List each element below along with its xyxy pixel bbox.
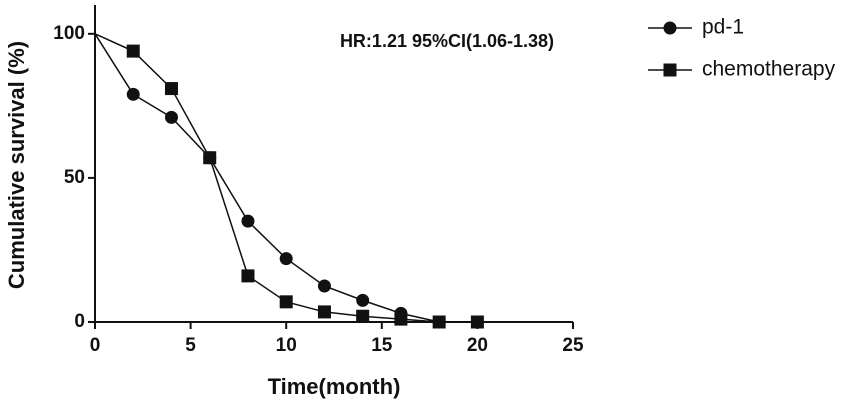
legend-label: chemotherapy <box>702 58 836 81</box>
series-line <box>94 33 440 323</box>
data-point <box>126 87 140 101</box>
x-tick-label: 20 <box>467 335 488 356</box>
data-point <box>241 214 255 228</box>
data-point <box>279 295 293 309</box>
legend-marker <box>663 63 677 77</box>
data-point <box>317 305 331 319</box>
data-point <box>317 279 331 293</box>
data-point <box>279 252 293 266</box>
data-point <box>394 312 408 326</box>
y-tick-label: 0 <box>74 311 85 332</box>
y-axis-title: Cumulative survival (%) <box>4 41 29 289</box>
annotation: HR:1.21 95%CI(1.06-1.38) <box>340 31 554 51</box>
x-tick-label: 10 <box>276 335 297 356</box>
data-point <box>164 82 178 96</box>
data-point <box>164 110 178 124</box>
data-point <box>470 315 484 329</box>
data-point <box>203 151 217 165</box>
data-point <box>356 293 370 307</box>
data-point <box>241 269 255 283</box>
data-point <box>126 44 140 58</box>
data-point <box>432 315 446 329</box>
x-tick-label: 25 <box>562 335 584 356</box>
legend-label: pd-1 <box>702 16 744 39</box>
x-tick-label: 0 <box>90 335 101 356</box>
y-tick-label: 100 <box>53 23 85 44</box>
x-tick-label: 15 <box>371 335 393 356</box>
x-axis-title: Time(month) <box>268 374 401 399</box>
legend-marker <box>663 21 677 35</box>
x-tick-label: 5 <box>185 335 196 356</box>
series-line <box>94 33 478 323</box>
data-point <box>356 309 370 323</box>
y-tick-label: 50 <box>64 167 85 188</box>
